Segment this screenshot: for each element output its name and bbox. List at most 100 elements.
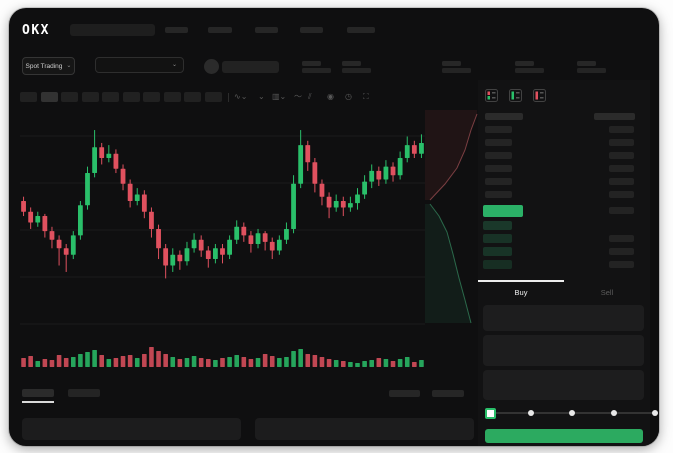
- bottom-input-placeholder[interactable]: [22, 418, 241, 440]
- bottom-action-placeholder[interactable]: [389, 390, 420, 397]
- ask-amount-placeholder: [609, 191, 634, 198]
- slider-stop-dot[interactable]: [569, 409, 575, 416]
- pair-avatar[interactable]: [204, 59, 219, 74]
- timeframe-button-placeholder[interactable]: [184, 92, 201, 102]
- ask-amount-placeholder: [609, 152, 634, 159]
- timeframe-button-placeholder[interactable]: [143, 92, 160, 102]
- bottom-action-placeholder[interactable]: [432, 390, 464, 397]
- ask-price-placeholder: [485, 152, 512, 159]
- templates-chevron-icon[interactable]: ⌄: [258, 92, 265, 101]
- ticker-stat-value-placeholder: [302, 68, 331, 73]
- tab-sell[interactable]: Sell: [564, 282, 650, 302]
- last-price-highlight: [483, 205, 523, 217]
- ask-price-placeholder: [485, 178, 512, 185]
- chart-settings-icon[interactable]: ◷: [345, 92, 352, 101]
- topbar-nav-item-placeholder[interactable]: [255, 27, 278, 33]
- order-price-input[interactable]: [483, 305, 644, 331]
- timeframe-button-placeholder[interactable]: [61, 92, 78, 102]
- ticker-stat-value-placeholder: [442, 68, 471, 73]
- bid-amount-placeholder: [609, 235, 634, 242]
- volume-bars: [21, 347, 424, 367]
- bottom-input-placeholder[interactable]: [255, 418, 474, 440]
- timeframe-button-placeholder[interactable]: [81, 92, 99, 102]
- ask-amount-placeholder: [609, 126, 634, 133]
- timeframe-button-placeholder[interactable]: [102, 92, 119, 102]
- pair-selector-dropdown[interactable]: ⌄: [95, 57, 184, 73]
- active-tab-underline: [22, 401, 54, 403]
- screenshot-icon[interactable]: ◉: [327, 92, 334, 101]
- ask-row[interactable]: [478, 178, 650, 187]
- topbar-nav-item-placeholder[interactable]: [165, 27, 188, 33]
- topbar-nav-item-placeholder[interactable]: [208, 27, 232, 33]
- chevron-down-icon: ⌄: [171, 62, 177, 68]
- ask-price-placeholder: [485, 139, 512, 146]
- panel-right-gutter: [650, 80, 659, 446]
- ticker-stat-value-placeholder: [515, 68, 544, 73]
- book-combined-icon[interactable]: [485, 89, 498, 102]
- bid-row[interactable]: [478, 221, 650, 230]
- slider-stop-dot[interactable]: [610, 409, 617, 416]
- book-header-price-placeholder: [485, 113, 523, 120]
- last-price-row[interactable]: [478, 205, 650, 217]
- order-amount-input[interactable]: [483, 335, 644, 366]
- timeframe-button-placeholder[interactable]: [163, 92, 181, 102]
- book-asks-only-icon[interactable]: [533, 89, 546, 102]
- candlestick-chart[interactable]: [20, 115, 425, 330]
- candle-style-icon[interactable]: ▥⌄: [272, 92, 287, 101]
- indicators-icon[interactable]: ∿⌄: [234, 92, 248, 101]
- ticker-stat-value-placeholder: [342, 68, 371, 73]
- line-type-icon[interactable]: 〜: [294, 92, 302, 101]
- market-type-label: Spot Trading: [25, 62, 63, 70]
- timeframe-button-placeholder[interactable]: [122, 92, 140, 102]
- ask-amount-placeholder: [609, 165, 634, 172]
- ask-row[interactable]: [478, 139, 650, 148]
- ask-amount-placeholder: [609, 178, 634, 185]
- timeframe-button-placeholder[interactable]: [204, 92, 222, 102]
- ticker-stat-label-placeholder: [515, 61, 534, 66]
- buy-submit-button[interactable]: [485, 429, 643, 443]
- buy-tab-label: Buy: [514, 287, 528, 297]
- bid-amount-placeholder: [609, 261, 634, 268]
- ask-row[interactable]: [478, 191, 650, 200]
- ticker-stat-label-placeholder: [302, 61, 321, 66]
- ticker-stat-label-placeholder: [442, 61, 461, 66]
- bid-row[interactable]: [478, 234, 650, 243]
- okx-logo[interactable]: OKX: [22, 23, 50, 38]
- drawing-tools-icon[interactable]: ⫽: [308, 92, 312, 101]
- slider-stop-dot[interactable]: [652, 409, 658, 416]
- slider-stop-dot[interactable]: [527, 409, 534, 416]
- bid-amount-placeholder: [609, 248, 634, 255]
- bottom-tab[interactable]: [68, 389, 100, 397]
- ask-price-placeholder: [485, 191, 512, 198]
- ask-row[interactable]: [478, 165, 650, 174]
- sell-tab-label: Sell: [600, 287, 614, 297]
- chevron-down-icon: ⌄: [66, 63, 72, 69]
- ask-amount-placeholder: [609, 139, 634, 146]
- bid-row[interactable]: [478, 260, 650, 269]
- fullscreen-icon[interactable]: ⛶: [363, 92, 369, 101]
- book-header-amount-placeholder: [594, 113, 635, 120]
- bid-price-placeholder: [483, 260, 512, 269]
- bottom-tab-active[interactable]: [22, 389, 54, 397]
- book-bids-only-icon[interactable]: [509, 89, 522, 102]
- timeframe-button-placeholder[interactable]: [20, 92, 37, 102]
- market-type-selector[interactable]: Spot Trading ⌄: [22, 57, 75, 75]
- tab-buy[interactable]: Buy: [478, 282, 564, 302]
- timeframe-button-placeholder[interactable]: [40, 92, 58, 102]
- topbar-search-placeholder[interactable]: [70, 24, 155, 36]
- toolbar-divider: [228, 93, 229, 102]
- ask-row[interactable]: [478, 152, 650, 161]
- order-book-trade-panel: Buy Sell: [478, 80, 659, 446]
- bid-row[interactable]: [478, 247, 650, 256]
- order-total-input[interactable]: [483, 370, 644, 400]
- depth-chart[interactable]: [425, 110, 478, 325]
- slider-handle[interactable]: [484, 408, 496, 419]
- topbar-nav-item-placeholder[interactable]: [347, 27, 375, 33]
- okx-app-window: OKX Spot Trading ⌄ ⌄: [9, 8, 659, 446]
- ask-row[interactable]: [478, 126, 650, 135]
- ticker-stat-value-placeholder: [577, 68, 606, 73]
- ask-price-placeholder: [485, 165, 512, 172]
- bid-price-placeholder: [483, 221, 512, 230]
- topbar-nav-item-placeholder[interactable]: [300, 27, 323, 33]
- ask-price-placeholder: [485, 126, 512, 133]
